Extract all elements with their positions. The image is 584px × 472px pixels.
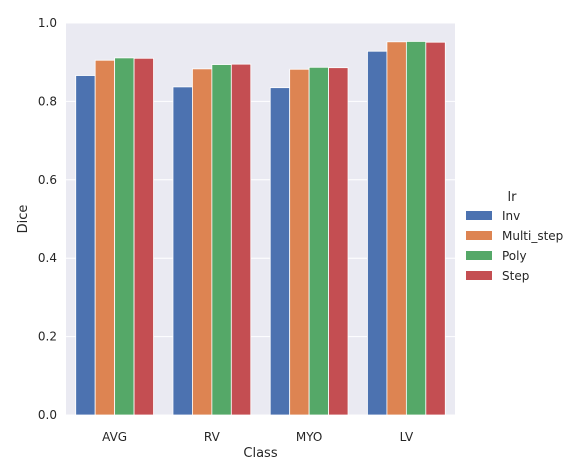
legend-title: lr — [508, 190, 518, 205]
bar-lv-poly — [405, 41, 427, 416]
x-tick-label: LV — [400, 430, 414, 444]
legend-label: Poly — [502, 249, 527, 263]
y-tick-label: 0.8 — [38, 94, 57, 108]
bar-avg-multi-step — [94, 59, 116, 416]
y-tick-label: 0.0 — [38, 408, 57, 422]
bar-avg-poly — [114, 57, 135, 416]
y-axis-label: Dice — [16, 205, 31, 234]
x-tick-label: RV — [204, 430, 221, 444]
bars — [75, 41, 446, 416]
y-tick-label: 1.0 — [38, 16, 57, 30]
bar-myo-inv — [269, 87, 291, 416]
legend-swatch-multi-step — [466, 231, 492, 240]
x-tick-label: MYO — [296, 430, 322, 444]
y-tick-labels: 0.0 0.2 0.4 0.6 0.8 1.0 — [38, 16, 57, 422]
legend-label: Inv — [502, 209, 520, 223]
y-tick-label: 0.2 — [38, 330, 57, 344]
legend-swatch-inv — [466, 211, 492, 220]
y-tick-label: 0.6 — [38, 173, 57, 187]
bar-lv-step — [425, 41, 446, 416]
bar-lv-multi-step — [386, 41, 407, 416]
bar-lv-inv — [367, 50, 388, 416]
x-tick-label: AVG — [102, 430, 127, 444]
bar-myo-multi-step — [289, 68, 310, 416]
bar-avg-step — [133, 57, 154, 416]
y-tick-label: 0.4 — [38, 251, 57, 265]
legend-label: Step — [502, 269, 529, 283]
legend-swatch-poly — [466, 251, 492, 260]
legend: lr Inv Multi_step Poly Step — [466, 190, 563, 283]
x-tick-labels: AVG RV MYO LV — [102, 430, 414, 444]
bar-rv-multi-step — [192, 68, 213, 416]
legend-label: Multi_step — [502, 229, 563, 243]
legend-swatch-step — [466, 271, 492, 280]
bar-rv-step — [230, 63, 252, 416]
bar-rv-poly — [211, 64, 232, 416]
bar-myo-poly — [308, 66, 329, 416]
x-axis-label: Class — [243, 446, 277, 461]
bar-avg-inv — [75, 75, 96, 416]
bar-myo-step — [328, 67, 349, 416]
bar-rv-inv — [172, 86, 193, 416]
